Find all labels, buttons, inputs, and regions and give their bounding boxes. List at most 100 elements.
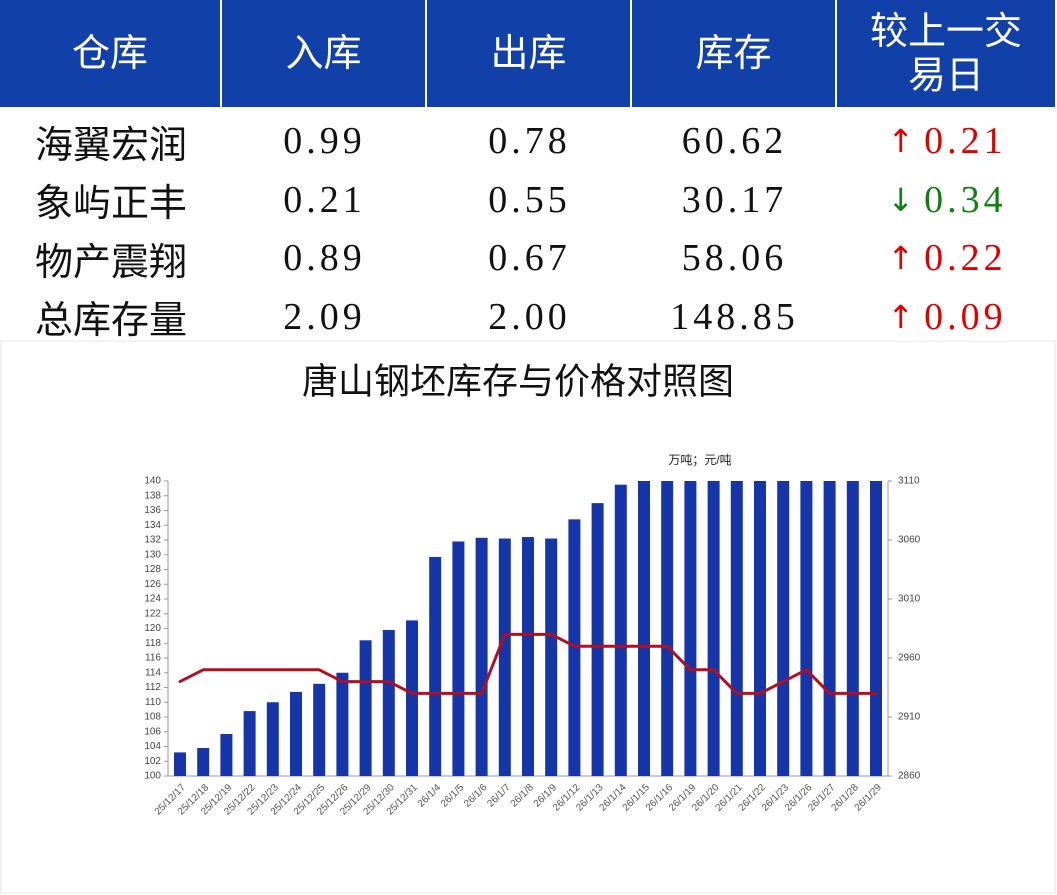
change-cell: ↑ 0.21: [837, 112, 1057, 170]
bar: [220, 733, 233, 776]
y-tick-label: 136: [144, 505, 161, 516]
table-value: 30.17: [681, 178, 788, 221]
table-value: 60.62: [681, 120, 788, 162]
y-tick-label: 128: [144, 564, 161, 575]
warehouse-name: 海翼宏润: [34, 124, 187, 167]
bar: [823, 481, 836, 776]
header-cell: 库存: [632, 0, 837, 107]
bar: [754, 481, 766, 776]
bar: [313, 683, 326, 776]
bar: [614, 484, 627, 776]
header-cell: 出库: [427, 0, 632, 107]
x-tick-label: 26/1/5: [439, 782, 467, 810]
table-value: 0.21: [283, 178, 366, 221]
y-tick-label: 134: [144, 520, 161, 531]
bar: [591, 503, 604, 776]
bar: [522, 537, 534, 776]
change-arrow: ↑: [887, 239, 919, 277]
change-cell: ↑ 0.22: [837, 229, 1057, 287]
y-tick-label: 140: [144, 476, 161, 487]
bar: [174, 752, 186, 776]
y2-tick-label: 2960: [898, 653, 921, 664]
bar: [429, 556, 442, 776]
y2-tick-label: 3110: [898, 476, 920, 487]
bar: [382, 629, 395, 776]
bar: [266, 702, 279, 776]
x-tick-label: 26/1/6: [462, 782, 490, 810]
y-tick-label: 106: [144, 726, 161, 737]
y-tick-label: 118: [145, 638, 161, 649]
change-cell: ↑ 0.09: [837, 288, 1057, 346]
bar: [777, 481, 790, 776]
bar: [243, 711, 256, 776]
change-arrow: ↑: [887, 122, 919, 160]
header-cell: 仓库: [0, 0, 222, 107]
y-tick-label: 132: [144, 535, 161, 546]
y-tick-label: 120: [144, 623, 161, 634]
y-tick-label: 130: [144, 549, 161, 560]
warehouse-name: 总库存量: [34, 300, 187, 342]
bar: [475, 537, 488, 776]
y2-tick-label: 3010: [898, 594, 921, 605]
x-tick-label: 26/1/4: [416, 782, 444, 810]
bar: [684, 481, 697, 776]
y-tick-label: 122: [144, 608, 161, 619]
y2-tick-label: 2910: [898, 712, 921, 723]
chart: 唐山钢坯库存与价格对照图 万吨；元/吨 100 102 104 106 108 110 11…: [0, 340, 1056, 894]
bar: [707, 481, 720, 776]
y-tick-label: 138: [144, 490, 161, 501]
header-cell: 较上一交易日: [837, 0, 1057, 107]
bar: [730, 481, 743, 776]
bar: [197, 747, 210, 776]
y2-tick-label: 2860: [898, 771, 921, 782]
bar: [661, 481, 674, 776]
change-value: 0.09: [924, 295, 1007, 338]
table-value: 0.55: [488, 178, 571, 221]
x-tick-label: 26/1/8: [509, 782, 537, 810]
change-value: 0.34: [924, 178, 1007, 221]
bar: [452, 541, 465, 776]
bar: [406, 620, 418, 776]
table-value: 148.85: [670, 295, 799, 338]
table-value: 0.67: [488, 237, 571, 279]
bar: [290, 691, 302, 776]
bar: [498, 538, 511, 776]
table-value: 58.06: [681, 237, 788, 279]
bar: [336, 672, 349, 776]
chart-border: [0, 340, 1056, 894]
table-value: 0.99: [283, 120, 366, 162]
y-tick-label: 124: [144, 594, 161, 605]
plot-area: [174, 481, 882, 776]
table-value: 0.89: [283, 237, 366, 279]
x-tick-label: 26/1/7: [485, 782, 513, 810]
warehouse-name: 物产震翔: [34, 241, 187, 284]
y-tick-label: 108: [144, 712, 161, 723]
warehouse-name: 象屿正丰: [34, 183, 187, 225]
change-value: 0.21: [924, 120, 1007, 162]
table-value: 0.78: [488, 120, 571, 162]
y-tick-label: 102: [144, 756, 161, 767]
header-cell: 入库: [222, 0, 427, 107]
y-tick-label: 126: [144, 579, 161, 590]
y2-tick-label: 3060: [898, 535, 921, 546]
bar: [545, 538, 558, 776]
chart-title: 唐山钢坯库存与价格对照图: [302, 361, 734, 401]
table-value: 2.09: [283, 295, 366, 338]
y-tick-label: 110: [145, 697, 161, 708]
unit-label: 万吨；元/吨: [668, 453, 731, 467]
bar: [870, 481, 882, 776]
bar: [800, 481, 813, 776]
bar: [359, 640, 372, 776]
change-value: 0.22: [924, 237, 1007, 279]
y-tick-label: 114: [145, 667, 161, 678]
change-arrow: ↑: [887, 297, 919, 336]
bar: [638, 481, 650, 776]
change-arrow: ↓: [887, 180, 919, 219]
table-value: 2.00: [488, 295, 571, 338]
y-tick-label: 104: [144, 741, 161, 752]
change-cell: ↓ 0.34: [837, 171, 1057, 229]
y-tick-label: 100: [144, 771, 161, 782]
y-tick-label: 116: [145, 653, 161, 664]
bar: [846, 481, 859, 776]
